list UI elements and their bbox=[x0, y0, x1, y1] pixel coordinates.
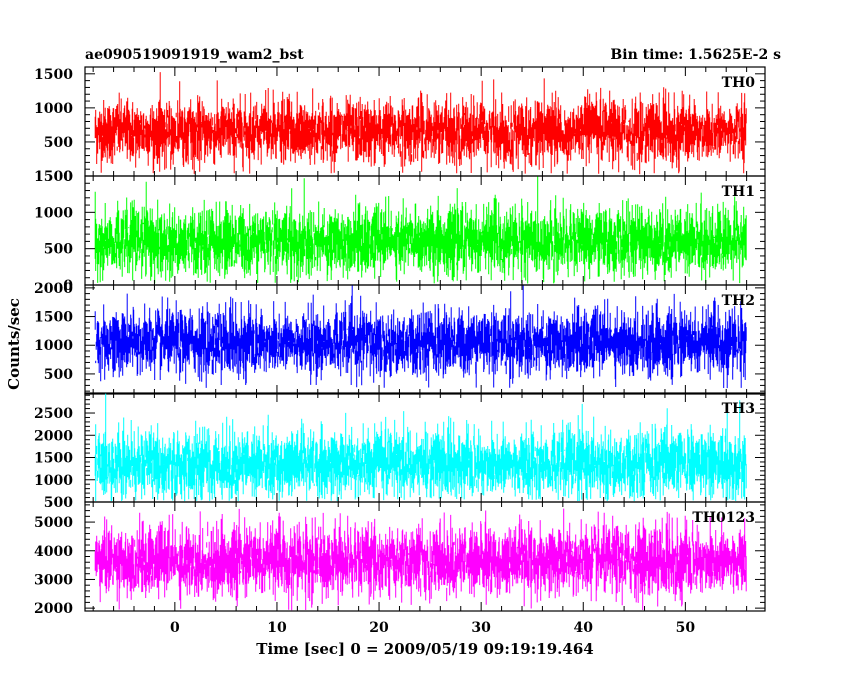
y-tick-label: 500 bbox=[44, 495, 73, 511]
series-line-th2 bbox=[94, 285, 747, 389]
y-tick-label: 2500 bbox=[34, 406, 73, 422]
y-tick-label: 2000 bbox=[34, 601, 73, 617]
panel-label-th2: TH2 bbox=[722, 293, 755, 309]
x-tick-label: 10 bbox=[267, 620, 287, 636]
panel-label-th0: TH0 bbox=[722, 75, 756, 91]
y-tick-label: 1500 bbox=[34, 67, 73, 83]
y-tick-label: 2000 bbox=[34, 428, 73, 444]
series-line-th3 bbox=[94, 393, 747, 502]
y-axis-label: Counts/sec bbox=[5, 298, 23, 390]
x-tick-label: 20 bbox=[369, 620, 389, 636]
y-tick-label: 3000 bbox=[34, 572, 73, 588]
y-tick-label: 1000 bbox=[34, 338, 73, 354]
series-line-th1 bbox=[94, 176, 747, 284]
x-tick-label: 30 bbox=[471, 620, 491, 636]
y-tick-label: 1000 bbox=[34, 473, 73, 489]
panel-label-th1: TH1 bbox=[722, 184, 755, 200]
y-tick-label: 1000 bbox=[34, 205, 73, 221]
x-axis-label: Time [sec] 0 = 2009/05/19 09:19:19.464 bbox=[256, 640, 593, 658]
panel-th1: 0 500 1000 1500 TH1 bbox=[34, 169, 766, 294]
panel-th0: 0 500 1000 1500 TH0 bbox=[34, 66, 766, 185]
y-tick-label: 500 bbox=[44, 135, 73, 151]
y-tick-label: 500 bbox=[44, 367, 73, 383]
panel-th2: 500 1000 1500 2000 TH2 bbox=[34, 281, 766, 395]
y-tick-label: 1000 bbox=[34, 101, 73, 117]
chart-title-right: Bin time: 1.5625E-2 s bbox=[610, 47, 781, 63]
y-tick-label: 1500 bbox=[34, 310, 73, 326]
y-tick-label: 1500 bbox=[34, 169, 73, 185]
y-tick-label: 2000 bbox=[34, 281, 73, 297]
chart-title-left: ae090519091919_wam2_bst bbox=[85, 47, 304, 63]
y-tick-label: 1500 bbox=[34, 451, 73, 467]
x-tick-label: 0 bbox=[170, 620, 180, 636]
panel-th0123: 2000 3000 4000 5000 TH0123 0 10 20 30 40 50 bbox=[34, 501, 766, 636]
panels-group: 050010001500TH0050010001500TH15001000150… bbox=[34, 66, 766, 636]
panel-th3: 500 1000 1500 2000 2500 TH3 bbox=[34, 392, 766, 511]
panel-label-th3: TH3 bbox=[722, 401, 755, 417]
series-line-th0 bbox=[94, 72, 747, 175]
y-tick-label: 0 bbox=[63, 169, 73, 185]
panel-label-th0123: TH0123 bbox=[692, 510, 755, 526]
y-tick-label: 4000 bbox=[34, 544, 73, 560]
x-tick-label: 50 bbox=[676, 620, 696, 636]
y-tick-label: 0 bbox=[63, 278, 73, 294]
x-tick-label: 40 bbox=[574, 620, 594, 636]
y-tick-label: 500 bbox=[44, 242, 73, 258]
series-line-th0123 bbox=[94, 508, 747, 611]
y-tick-label: 5000 bbox=[34, 515, 73, 531]
